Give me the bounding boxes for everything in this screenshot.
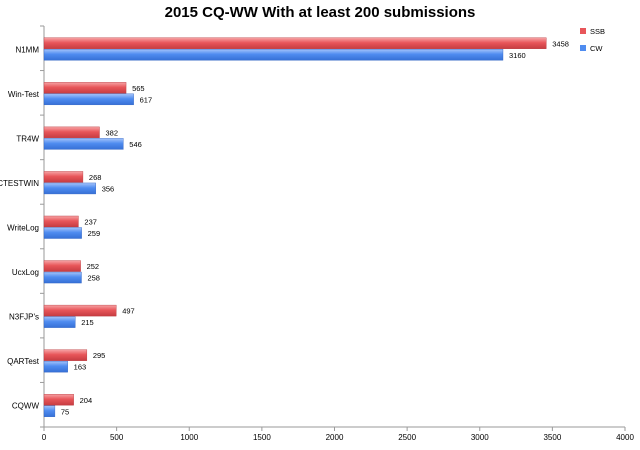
category-label: N3FJP's [9, 313, 39, 322]
ssb-bar [43, 215, 79, 228]
cw-bar [43, 360, 68, 373]
category-label: WriteLog [7, 224, 39, 233]
legend-label: CW [590, 44, 603, 53]
x-tick-label: 3000 [471, 433, 489, 442]
data-label: 295 [93, 351, 106, 360]
data-label: 258 [87, 274, 100, 283]
category-label: QARTest [7, 357, 40, 366]
x-tick-label: 2000 [326, 433, 344, 442]
cw-bar [43, 227, 82, 239]
data-label: 497 [122, 307, 135, 316]
x-tick-label: 0 [42, 433, 47, 442]
cw-bar [43, 182, 96, 195]
cw-bar [43, 93, 134, 106]
ssb-bar [43, 37, 547, 49]
data-label: 546 [129, 140, 142, 149]
legend-swatch [580, 45, 586, 51]
data-label: 163 [74, 363, 87, 372]
ssb-bar [43, 260, 81, 272]
data-label: 75 [61, 407, 69, 416]
chart-title: 2015 CQ-WW With at least 200 submissions [164, 4, 476, 21]
category-label: Win-Test [8, 90, 40, 99]
data-label: 565 [132, 84, 145, 93]
data-label: 356 [102, 184, 115, 193]
data-label: 237 [84, 218, 97, 227]
data-label: 617 [140, 95, 153, 104]
x-tick-label: 2500 [398, 433, 416, 442]
data-label: 268 [89, 173, 102, 182]
data-label: 3458 [552, 39, 569, 48]
legend-label: SSB [590, 27, 605, 36]
ssb-bar [43, 349, 88, 361]
cw-bar [43, 405, 56, 417]
data-label: 3160 [509, 51, 526, 60]
cw-bar [43, 138, 124, 150]
cw-bar [43, 316, 76, 328]
category-label: UcxLog [12, 268, 39, 277]
ssb-bar [43, 126, 100, 139]
category-label: N1MM [15, 45, 39, 54]
legend-swatch [580, 28, 586, 34]
x-tick-label: 4000 [616, 433, 634, 442]
category-label: CTESTWIN [0, 179, 39, 188]
category-label: TR4W [16, 134, 39, 143]
x-tick-label: 1500 [253, 433, 271, 442]
data-label: 382 [105, 128, 118, 137]
data-label: 259 [88, 229, 101, 238]
ssb-bar [43, 82, 127, 94]
data-label: 204 [80, 396, 93, 405]
x-tick-label: 1000 [180, 433, 198, 442]
ssb-bar [43, 171, 84, 183]
cw-bar [43, 49, 504, 61]
ssb-bar [43, 394, 74, 406]
data-label: 252 [87, 262, 100, 271]
data-label: 215 [81, 318, 94, 327]
cw-bar [43, 271, 82, 284]
x-tick-label: 500 [110, 433, 124, 442]
ssb-bar [43, 304, 117, 317]
x-tick-label: 3500 [543, 433, 561, 442]
category-label: CQWW [12, 402, 40, 411]
